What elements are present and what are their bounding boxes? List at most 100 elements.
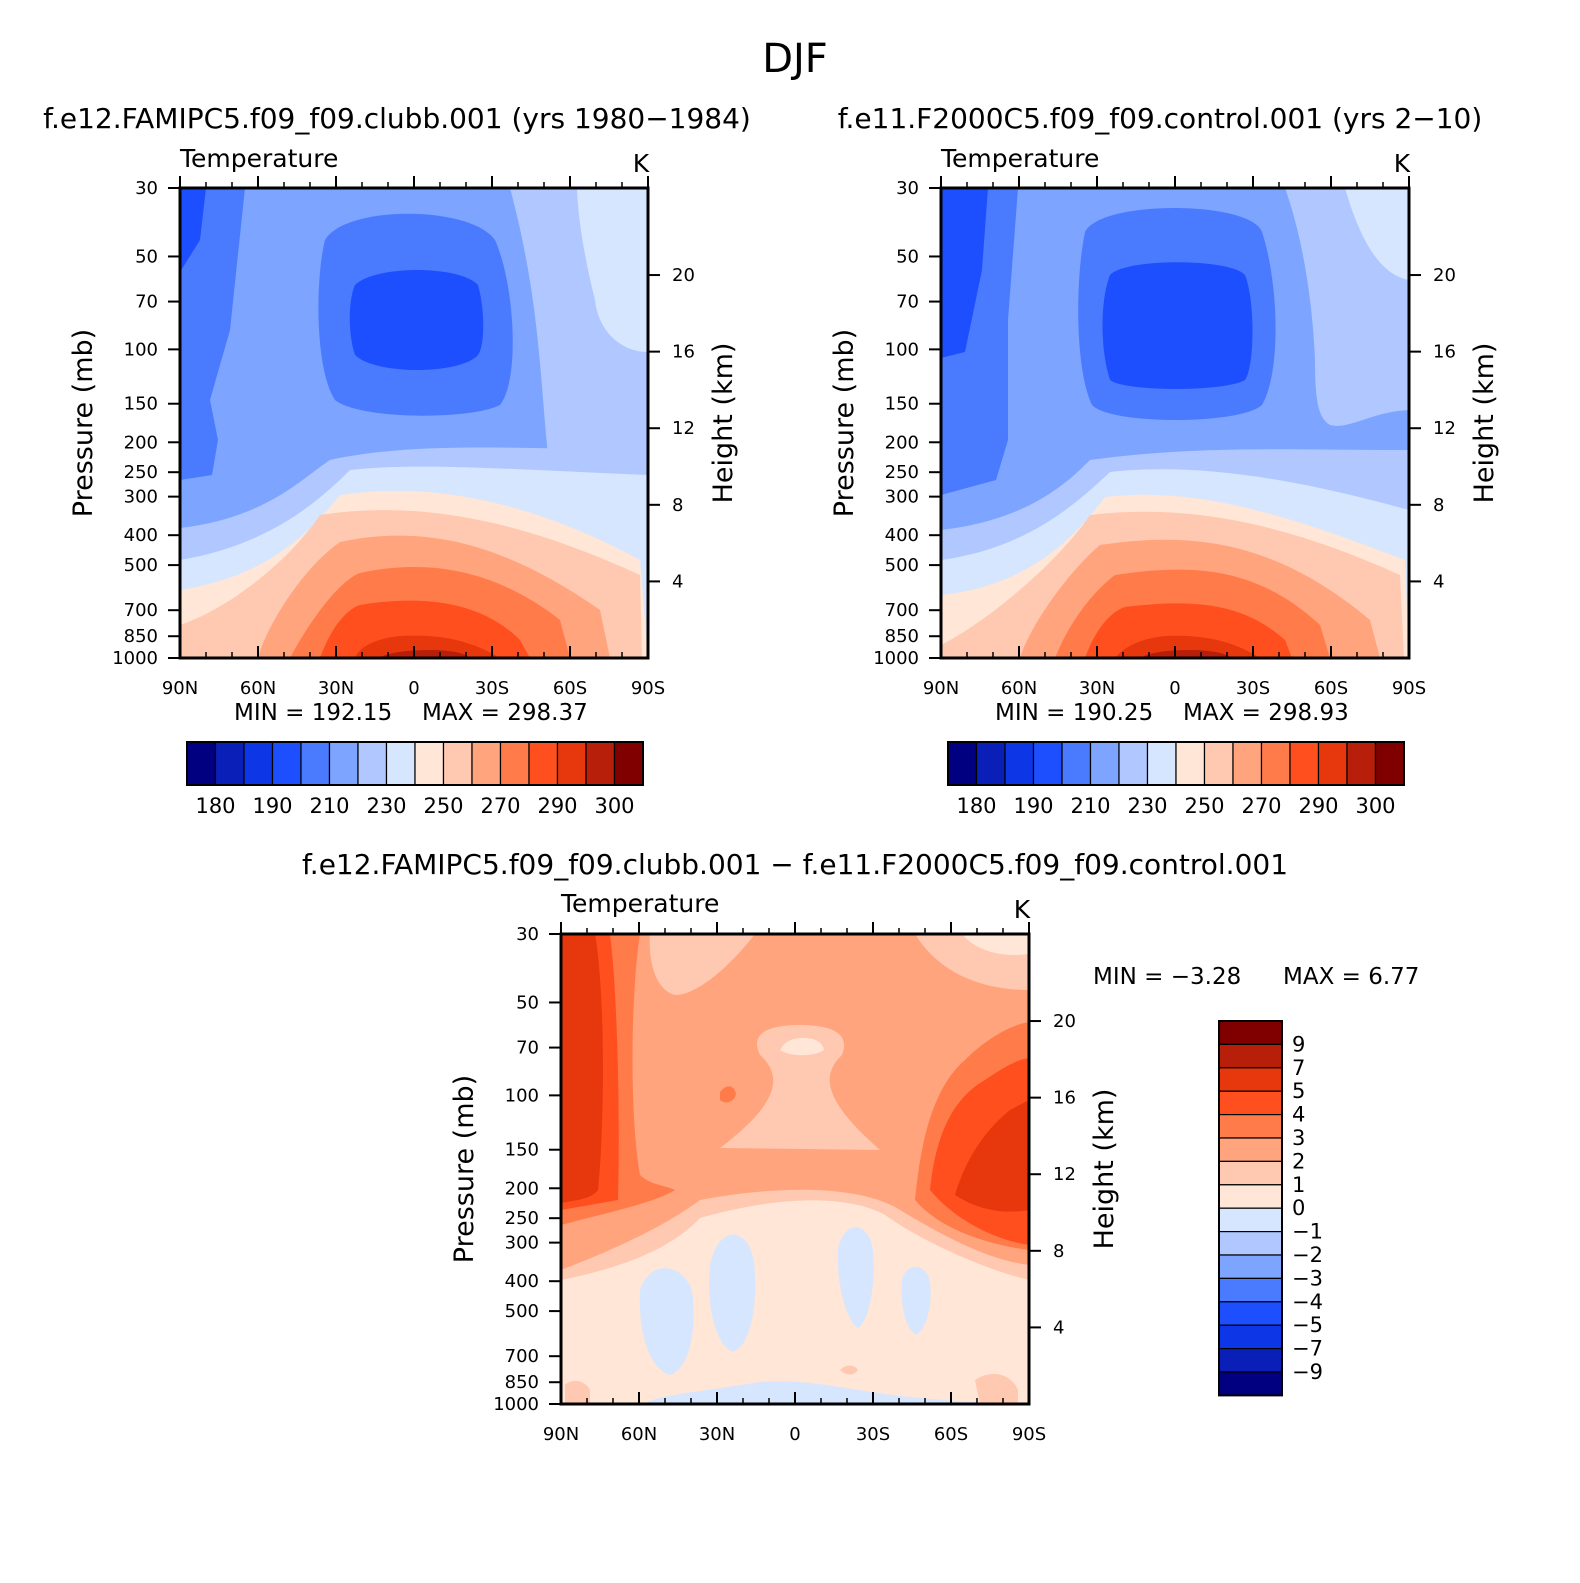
panel-3-ytick-label: 250: [505, 1208, 539, 1229]
panel-1-colorbar-box: [186, 741, 217, 786]
panel-3-colorbar-label: −1: [1292, 1220, 1323, 1244]
panel-2-fill-300: [1140, 650, 1232, 658]
panel-2-colorbar-label: 180: [956, 794, 996, 818]
panel-3-ytick-label: 50: [516, 992, 539, 1013]
panel-2-colorbar-label: 300: [1355, 794, 1395, 818]
panel-3-colorbar-label: 1: [1292, 1173, 1305, 1197]
panel-2-ytick-label: 1000: [873, 648, 919, 669]
panel-2-ytick-label: 250: [885, 462, 919, 483]
panel-1-colorbar-box: [442, 741, 473, 786]
panel-1-colorbar-label: 210: [309, 794, 349, 818]
panel-1-ytick-label: 200: [124, 432, 158, 453]
panel-3-ylabel: Pressure (mb): [449, 1075, 480, 1263]
panel-3-fill-neg1to0-a: [708, 1234, 756, 1352]
panel-1-ylabel: Pressure (mb): [68, 329, 99, 517]
panel-1-ytick-label: 250: [124, 462, 158, 483]
panel-2-colorbar-label: 290: [1298, 794, 1338, 818]
panel-2-colorbar-box: [1118, 741, 1149, 786]
panel-1-colorbar-box: [271, 741, 302, 786]
panel-1-xtick-label: 30N: [318, 678, 354, 699]
panel-3-colorbar-label: −4: [1292, 1290, 1323, 1314]
panel-1-ytick-label: 500: [124, 555, 158, 576]
panel-3-colorbar-box: [1218, 1160, 1283, 1186]
panel-2-colorbar-label: 210: [1070, 794, 1110, 818]
panel-2-ytick-label: 70: [896, 292, 919, 313]
panel-1-colorbar-label: 300: [594, 794, 634, 818]
panel-2-height-tick-label: 16: [1433, 342, 1456, 363]
panel-1-colorbar-box: [528, 741, 559, 786]
panel-2-height-tick-label: 12: [1433, 418, 1456, 439]
panel-2-fill-200-center: [1102, 262, 1253, 389]
panel-2-ytick-label: 30: [896, 178, 919, 199]
panel-1-right-ylabel: Height (km): [708, 343, 739, 504]
panel-3-fill-neg1to0-surface: [645, 1381, 1000, 1404]
panel-1-ytick-label: 400: [124, 525, 158, 546]
panel-2-ytick-label: 100: [885, 339, 919, 360]
panel-1: f.e12.FAMIPC5.f09_f09.clubb.001 (yrs 198…: [43, 102, 751, 818]
panel-1-colorbar-box: [243, 741, 274, 786]
panel-3-fill-1to2-surface-east: [975, 1374, 1018, 1404]
figure-title: DJF: [762, 36, 828, 82]
panel-2-colorbar-box: [1146, 741, 1177, 786]
panel-3-colorbar-label: 0: [1292, 1196, 1305, 1220]
panel-3-colorbar-box: [1218, 1067, 1283, 1092]
panel-3-colorbar-frame: [1218, 1020, 1283, 1397]
panel-3-xtick-label: 90S: [1012, 1424, 1046, 1445]
panel-3-fill-3to4-spot: [720, 1086, 736, 1103]
panel-2-variable-label: Temperature: [940, 144, 1099, 173]
panel-2-colorbar-label: 230: [1127, 794, 1167, 818]
panel-2-colorbar-box: [1232, 741, 1263, 786]
panel-1-ytick-label: 50: [135, 246, 158, 267]
panel-3-fill-neg1to0-b: [639, 1268, 694, 1375]
panel-1-ytick-label: 850: [124, 626, 158, 647]
panel-3-ytick-label: 1000: [493, 1394, 539, 1415]
panel-3-colorbar-box: [1218, 1184, 1283, 1209]
panel-2-max-label: MAX = 298.93: [1183, 700, 1349, 726]
panel-1-xtick-label: 90S: [631, 678, 665, 699]
panel-3-colorbar-label: 9: [1292, 1032, 1305, 1056]
panel-1-colorbar-box: [357, 741, 388, 786]
panel-2-colorbar-box: [1203, 741, 1234, 786]
panel-2-min-label: MIN = 190.25: [995, 700, 1153, 726]
panel-1-height-tick-label: 4: [672, 571, 683, 592]
panel-3-min-label: MIN = −3.28: [1093, 964, 1241, 990]
panel-3-units-label: K: [1014, 895, 1031, 924]
panel-2-ytick-label: 400: [885, 525, 919, 546]
panel-3-fill-neg1to0-c: [837, 1227, 874, 1328]
panel-1-height-tick-label: 16: [672, 342, 695, 363]
panel-1-ytick-label: 300: [124, 487, 158, 508]
panel-2-colorbar-label: 250: [1184, 794, 1224, 818]
panel-3-contour-field: [561, 934, 1029, 1404]
panel-2-xtick-label: 90N: [923, 678, 959, 699]
panel-1-ytick-label: 700: [124, 600, 158, 621]
panel-3-colorbar-label: 3: [1292, 1126, 1305, 1150]
panel-2-height-tick-label: 4: [1433, 571, 1444, 592]
panel-3-colorbar-box: [1218, 1347, 1283, 1373]
panel-3-ytick-label: 200: [505, 1178, 539, 1199]
panel-2-colorbar: 180 190 210 230 250 270 290 300: [947, 741, 1405, 818]
panel-1-units-label: K: [633, 149, 650, 178]
panel-2: f.e11.F2000C5.f09_f09.control.001 (yrs 2…: [829, 102, 1500, 818]
panel-3-ytick-label: 850: [505, 1372, 539, 1393]
panel-1-colorbar-box: [328, 741, 359, 786]
panel-3-ytick-label: 30: [516, 924, 539, 945]
panel-2-colorbar-box: [1374, 741, 1405, 786]
panel-1-colorbar-box: [471, 741, 502, 786]
panel-3-ytick-label: 400: [505, 1271, 539, 1292]
panel-3-fill-neg1to0-d: [901, 1266, 931, 1335]
panel-2-colorbar-box: [947, 741, 978, 786]
panel-2-xtick-label: 30N: [1079, 678, 1115, 699]
panel-1-xtick-label: 30S: [475, 678, 509, 699]
panel-3-fill-0to1-top-east: [962, 934, 1029, 956]
panel-2-colorbar-box: [1289, 741, 1320, 786]
panel-3-fill-5to7-east: [955, 1100, 1029, 1212]
panel-3-height-tick-label: 20: [1053, 1011, 1076, 1032]
panel-3-xtick-label: 90N: [543, 1424, 579, 1445]
panel-3-max-label: MAX = 6.77: [1283, 964, 1419, 990]
panel-3-variable-label: Temperature: [560, 889, 719, 918]
panel-3-xtick-label: 60S: [934, 1424, 968, 1445]
panel-1-ytick-label: 1000: [112, 648, 158, 669]
panel-3-fill-1to2-center: [720, 1025, 880, 1150]
panel-2-fill-295: [1115, 635, 1260, 658]
